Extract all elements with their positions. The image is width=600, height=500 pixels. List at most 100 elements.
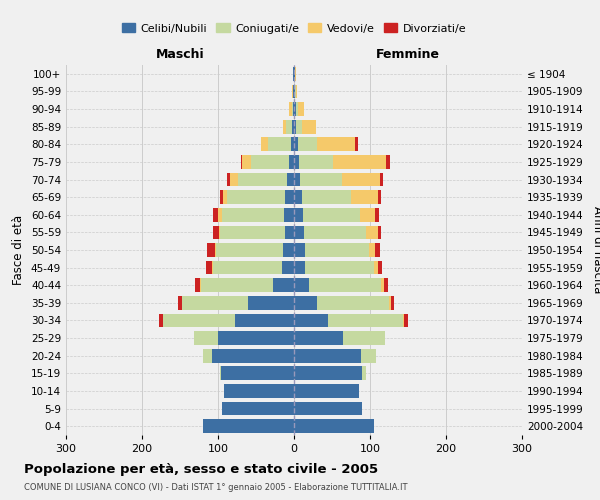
Bar [222, 208, 284, 222]
Bar [220, 190, 223, 204]
Bar [287, 172, 294, 186]
Bar [302, 120, 316, 134]
Bar [212, 349, 294, 362]
Bar [299, 155, 333, 169]
Bar [294, 155, 299, 169]
Bar [293, 84, 294, 98]
Bar [289, 155, 294, 169]
Bar [222, 402, 294, 415]
Bar [224, 384, 294, 398]
Bar [203, 420, 294, 433]
Bar [286, 120, 292, 134]
Bar [376, 243, 380, 257]
Bar [298, 138, 317, 151]
Bar [215, 243, 217, 257]
Bar [360, 208, 376, 222]
Bar [214, 208, 218, 222]
Bar [285, 226, 294, 239]
Bar [304, 226, 366, 239]
Bar [242, 155, 251, 169]
Bar [374, 260, 377, 274]
Bar [283, 243, 294, 257]
Bar [366, 226, 377, 239]
Bar [285, 190, 294, 204]
Bar [362, 366, 366, 380]
Bar [182, 296, 248, 310]
Bar [294, 190, 302, 204]
Bar [294, 67, 295, 80]
Bar [294, 296, 317, 310]
Bar [227, 190, 285, 204]
Bar [296, 84, 297, 98]
Bar [294, 349, 361, 362]
Bar [221, 366, 294, 380]
Bar [294, 243, 305, 257]
Bar [296, 120, 302, 134]
Bar [294, 314, 328, 328]
Bar [294, 278, 309, 292]
Bar [355, 138, 358, 151]
Bar [218, 331, 294, 345]
Bar [333, 155, 386, 169]
Bar [220, 226, 285, 239]
Bar [160, 314, 163, 328]
Bar [223, 190, 227, 204]
Bar [328, 314, 403, 328]
Legend: Celibi/Nubili, Coniugati/e, Vedovi/e, Divorziati/e: Celibi/Nubili, Coniugati/e, Vedovi/e, Di… [118, 19, 470, 38]
Text: Femmine: Femmine [376, 48, 440, 62]
Bar [292, 120, 294, 134]
Bar [217, 243, 283, 257]
Bar [293, 67, 294, 80]
Bar [294, 84, 295, 98]
Bar [294, 366, 362, 380]
Bar [305, 260, 374, 274]
Bar [212, 260, 214, 274]
Bar [292, 102, 293, 116]
Bar [296, 102, 298, 116]
Bar [302, 190, 351, 204]
Bar [294, 402, 362, 415]
Bar [386, 155, 390, 169]
Text: Maschi: Maschi [155, 48, 205, 62]
Bar [248, 296, 294, 310]
Bar [220, 366, 221, 380]
Bar [238, 172, 287, 186]
Bar [294, 120, 296, 134]
Bar [283, 120, 286, 134]
Bar [343, 331, 385, 345]
Bar [383, 278, 388, 292]
Bar [273, 278, 294, 292]
Bar [292, 84, 293, 98]
Bar [294, 138, 298, 151]
Bar [317, 296, 389, 310]
Bar [294, 331, 343, 345]
Bar [293, 102, 294, 116]
Bar [200, 278, 273, 292]
Bar [219, 226, 220, 239]
Bar [298, 102, 304, 116]
Bar [294, 260, 305, 274]
Bar [260, 138, 268, 151]
Bar [389, 296, 391, 310]
Bar [380, 172, 383, 186]
Bar [294, 384, 359, 398]
Bar [214, 260, 282, 274]
Bar [227, 172, 230, 186]
Bar [282, 260, 294, 274]
Bar [178, 296, 182, 310]
Bar [300, 172, 342, 186]
Bar [376, 208, 379, 222]
Bar [268, 138, 291, 151]
Bar [289, 102, 292, 116]
Bar [212, 226, 219, 239]
Bar [404, 314, 408, 328]
Bar [382, 278, 383, 292]
Bar [317, 138, 355, 151]
Bar [294, 420, 374, 433]
Y-axis label: Anni di nascita: Anni di nascita [590, 206, 600, 294]
Bar [241, 155, 242, 169]
Bar [377, 190, 380, 204]
Bar [230, 172, 238, 186]
Bar [218, 208, 222, 222]
Bar [369, 243, 376, 257]
